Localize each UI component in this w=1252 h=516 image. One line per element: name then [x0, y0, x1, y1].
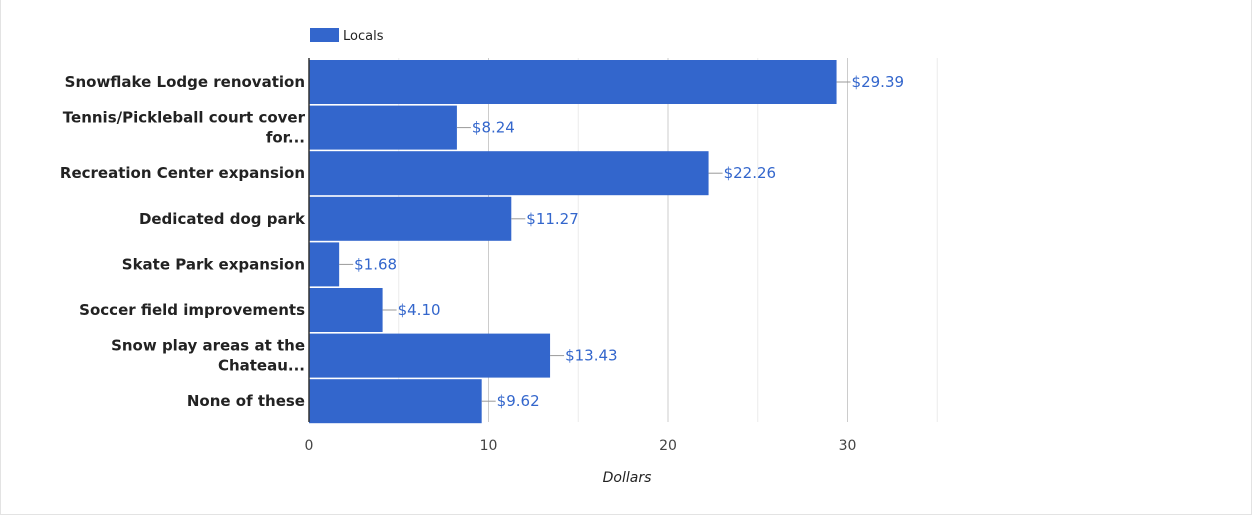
category-label: Tennis/Pickleball court cover for... [63, 109, 306, 147]
category-label-line: Skate Park expansion [122, 255, 305, 273]
data-label: $29.39 [852, 73, 905, 91]
category-label-line: for... [266, 129, 305, 147]
category-label-line: Snow play areas at the [111, 337, 305, 355]
bar[interactable] [309, 333, 551, 378]
bar[interactable] [309, 196, 512, 241]
category-label: Dedicated dog park [139, 210, 306, 228]
bar[interactable] [309, 242, 340, 287]
category-label-line: Chateau... [218, 357, 305, 375]
category-label: Snow play areas at the Chateau... [111, 337, 305, 375]
bar[interactable] [309, 60, 837, 104]
category-label-line: Snowflake Lodge renovation [65, 73, 305, 91]
data-labels: $29.39 $8.24 $22.26 $11.27 $1.68 $4.10 $13.43 $… [354, 73, 904, 410]
category-label: Recreation Center expansion [60, 164, 305, 182]
category-labels: Snowflake Lodge renovation Tennis/Pickleb… [60, 73, 306, 410]
x-tick-label: 20 [659, 438, 677, 454]
category-label: Soccer field improvements [79, 301, 305, 319]
bars [309, 60, 837, 424]
data-label: $1.68 [354, 255, 397, 273]
bar[interactable] [309, 105, 457, 150]
legend-swatch [310, 28, 339, 42]
legend-label-locals: Locals [343, 29, 384, 44]
legend[interactable]: Locals [310, 28, 384, 44]
category-label: Snowflake Lodge renovation [65, 73, 305, 91]
category-label: None of these [187, 392, 305, 410]
category-label: Skate Park expansion [122, 255, 305, 273]
data-label-leaders [339, 81, 851, 402]
category-label-line: Tennis/Pickleball court cover [63, 109, 306, 127]
x-tick-labels: 0 10 20 30 [305, 438, 857, 454]
data-label: $13.43 [565, 347, 618, 365]
x-tick-label: 0 [305, 438, 314, 454]
data-label: $9.62 [497, 392, 540, 410]
bar[interactable] [309, 151, 709, 196]
category-label-line: Dedicated dog park [139, 210, 306, 228]
x-tick-label: 10 [480, 438, 498, 454]
x-axis-title: Dollars [603, 470, 652, 486]
bar[interactable] [309, 288, 383, 332]
data-label: $22.26 [724, 164, 777, 182]
data-label: $8.24 [472, 119, 515, 137]
category-label-line: Recreation Center expansion [60, 164, 305, 182]
x-tick-label: 30 [839, 438, 857, 454]
data-label: $11.27 [526, 210, 579, 228]
data-label: $4.10 [398, 301, 441, 319]
bar[interactable] [309, 379, 482, 424]
category-label-line: Soccer field improvements [79, 301, 305, 319]
category-label-line: None of these [187, 392, 305, 410]
